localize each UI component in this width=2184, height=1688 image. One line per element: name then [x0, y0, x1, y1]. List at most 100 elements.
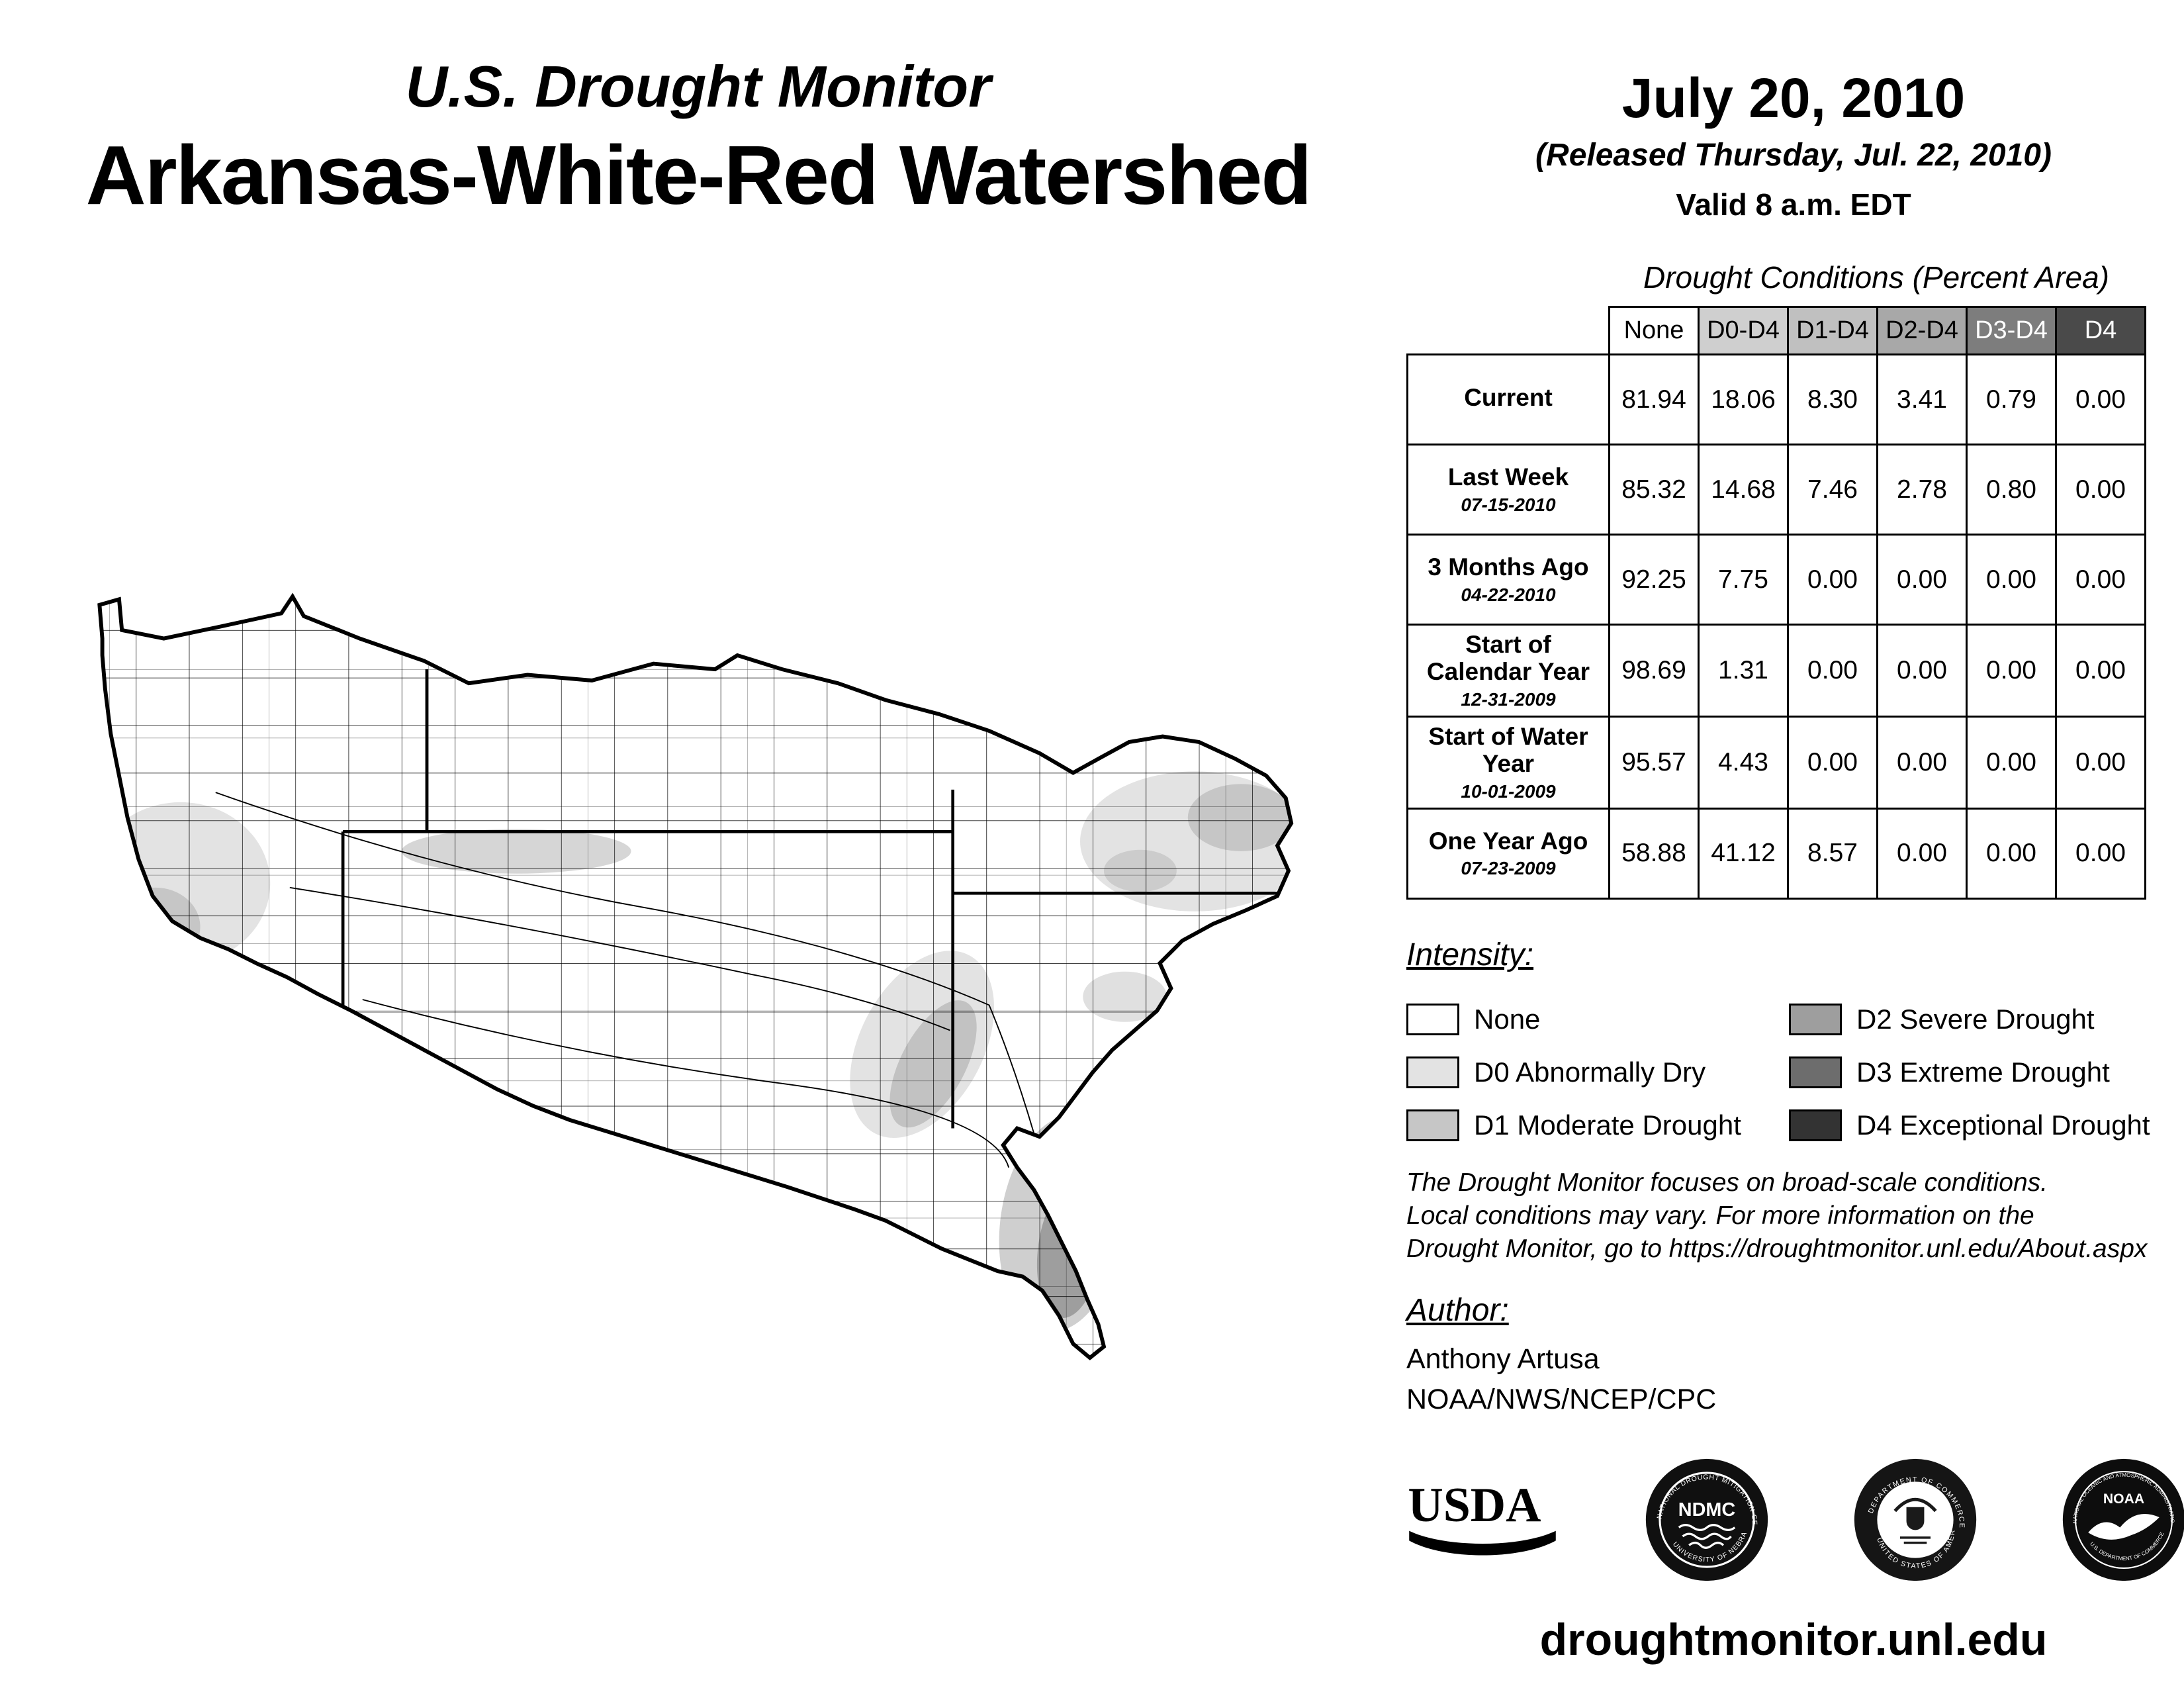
cell-value: 0.00	[2055, 624, 2146, 718]
disclaimer-line: The Drought Monitor focuses on broad-sca…	[1406, 1168, 2048, 1197]
cell-value: 0.80	[1966, 444, 2057, 536]
legend-label: D0 Abnormally Dry	[1474, 1056, 1706, 1088]
footer-url: droughtmonitor.unl.edu	[1539, 1615, 2048, 1665]
noaa-wordmark: NOAA	[2103, 1491, 2144, 1507]
author-heading: Author:	[1406, 1293, 1509, 1328]
page-title: Arkansas-White-Red Watershed	[85, 128, 1312, 222]
row-label-text: One Year Ago	[1428, 827, 1588, 855]
row-label-text: Current	[1464, 384, 1553, 412]
cell-value: 85.32	[1608, 444, 1700, 536]
column-header-d4: D4	[2055, 306, 2146, 355]
legend-item-d0: D0 Abnormally Dry	[1406, 1046, 1789, 1099]
cell-value: 0.00	[1966, 807, 2057, 900]
cell-value: 0.00	[1876, 715, 1968, 810]
watershed-map	[97, 592, 1294, 1360]
cell-value: 8.57	[1787, 807, 1878, 900]
row-label: Start of Water Year 10-01-2009	[1406, 715, 1610, 810]
disclaimer-line: Drought Monitor, go to https://droughtmo…	[1406, 1234, 2148, 1263]
table-row-current: Current 81.94 18.06 8.30 3.41 0.79 0.00	[1406, 353, 2146, 445]
cell-value: 0.00	[1966, 534, 2057, 626]
cell-value: 0.00	[2055, 715, 2146, 810]
commerce-seal-logo: DEPARTMENT OF COMMERCE UNITED STATES OF …	[1852, 1456, 1977, 1581]
ndmc-logo: NDMC NATIONAL DROUGHT MITIGATION CENTER …	[1643, 1456, 1768, 1581]
row-label-text: 3 Months Ago	[1428, 553, 1589, 581]
cell-value: 0.00	[1787, 534, 1878, 626]
cell-value: 8.30	[1787, 353, 1878, 445]
date-block: July 20, 2010 (Released Thursday, Jul. 2…	[1403, 66, 2184, 222]
table-row-last-week: Last Week 07-15-2010 85.32 14.68 7.46 2.…	[1406, 444, 2146, 536]
disclaimer-text: The Drought Monitor focuses on broad-sca…	[1406, 1166, 2181, 1266]
report-date: July 20, 2010	[1621, 67, 1966, 129]
legend-item-none: None	[1406, 993, 1789, 1046]
legend-label: D1 Moderate Drought	[1474, 1109, 1741, 1141]
cell-value: 0.00	[1876, 534, 1968, 626]
d4-swatch	[1789, 1109, 1842, 1141]
row-label: Start of Calendar Year 12-31-2009	[1406, 624, 1610, 718]
row-label-text: Last Week	[1447, 463, 1569, 491]
legend-label: D2 Severe Drought	[1856, 1004, 2095, 1035]
ndmc-wordmark: NDMC	[1678, 1499, 1736, 1521]
row-label: Last Week 07-15-2010	[1406, 444, 1610, 536]
legend-item-d4: D4 Exceptional Drought	[1789, 1099, 2184, 1152]
cell-value: 0.00	[1787, 624, 1878, 718]
column-header-d0d4: D0-D4	[1698, 306, 1789, 355]
ndmc-waves	[1678, 1524, 1736, 1549]
title-block: U.S. Drought Monitor Arkansas-White-Red …	[20, 53, 1377, 223]
logo-row: USDA NDMC NATIONAL DROUGHT MITIGATION CE…	[1403, 1456, 2184, 1583]
commerce-eagle-emblem	[1893, 1497, 1937, 1544]
table-row-one-year-ago: One Year Ago 07-23-2009 58.88 41.12 8.57…	[1406, 807, 2146, 900]
cell-value: 0.00	[1966, 715, 2057, 810]
row-label-text: Start of Calendar Year	[1426, 631, 1590, 686]
cell-value: 81.94	[1608, 353, 1700, 445]
none-swatch	[1406, 1004, 1459, 1035]
row-label-date: 07-23-2009	[1461, 858, 1556, 879]
table-title: Drought Conditions (Percent Area)	[1643, 260, 2109, 295]
state-borders	[341, 669, 1281, 1129]
cell-value: 0.00	[2055, 444, 2146, 536]
valid-time: Valid 8 a.m. EDT	[1676, 187, 1911, 222]
cell-value: 14.68	[1698, 444, 1789, 536]
cell-value: 41.12	[1698, 807, 1789, 900]
legend-label: D4 Exceptional Drought	[1856, 1109, 2150, 1141]
row-label: One Year Ago 07-23-2009	[1406, 807, 1610, 900]
author-org: NOAA/NWS/NCEP/CPC	[1406, 1383, 1717, 1415]
disclaimer-line: Local conditions may vary. For more info…	[1406, 1201, 2034, 1230]
column-header-d3d4: D3-D4	[1966, 306, 2057, 355]
cell-value: 0.00	[1876, 624, 1968, 718]
d1-swatch	[1406, 1109, 1459, 1141]
author-name: Anthony Artusa	[1406, 1343, 1600, 1375]
table-row-start-calendar-year: Start of Calendar Year 12-31-2009 98.69 …	[1406, 624, 2146, 718]
column-header-d2d4: D2-D4	[1876, 306, 1968, 355]
cell-value: 2.78	[1876, 444, 1968, 536]
row-label: Current	[1406, 353, 1610, 445]
table-corner-cell	[1408, 307, 1610, 355]
legend-item-d1: D1 Moderate Drought	[1406, 1099, 1789, 1152]
author-block: Author: Anthony Artusa NOAA/NWS/NCEP/CPC	[1406, 1292, 2181, 1416]
legend-label: None	[1474, 1004, 1541, 1035]
legend-label: D3 Extreme Drought	[1856, 1056, 2110, 1088]
cell-value: 95.57	[1608, 715, 1700, 810]
noaa-gull	[2088, 1514, 2160, 1540]
cell-value: 0.00	[2055, 534, 2146, 626]
legend-item-d2: D2 Severe Drought	[1789, 993, 2184, 1046]
legend-grid: None D0 Abnormally Dry D1 Moderate Droug…	[1406, 993, 2184, 1152]
usda-logo: USDA	[1408, 1477, 1556, 1556]
usda-wordmark: USDA	[1408, 1477, 1541, 1532]
cell-value: 7.46	[1787, 444, 1878, 536]
column-header-d1d4: D1-D4	[1787, 306, 1878, 355]
table-header-row: None D0-D4 D1-D4 D2-D4 D3-D4 D4	[1408, 306, 2146, 355]
noaa-logo: NOAA NATIONAL OCEANIC AND ATMOSPHERIC AD…	[2060, 1456, 2184, 1581]
cell-value: 0.00	[1966, 624, 2057, 718]
legend-title: Intensity:	[1406, 937, 1534, 972]
intensity-legend: Intensity: None D0 Abnormally Dry D1 Mod…	[1406, 937, 2184, 1152]
cell-value: 18.06	[1698, 353, 1789, 445]
row-label-date: 04-22-2010	[1461, 584, 1556, 605]
cell-value: 0.00	[2055, 807, 2146, 900]
legend-item-d3: D3 Extreme Drought	[1789, 1046, 2184, 1099]
cell-value: 92.25	[1608, 534, 1700, 626]
row-label-date: 07-15-2010	[1461, 494, 1556, 515]
cell-value: 1.31	[1698, 624, 1789, 718]
row-label-text: Start of Water Year	[1428, 722, 1588, 778]
cell-value: 58.88	[1608, 807, 1700, 900]
cell-value: 4.43	[1698, 715, 1789, 810]
